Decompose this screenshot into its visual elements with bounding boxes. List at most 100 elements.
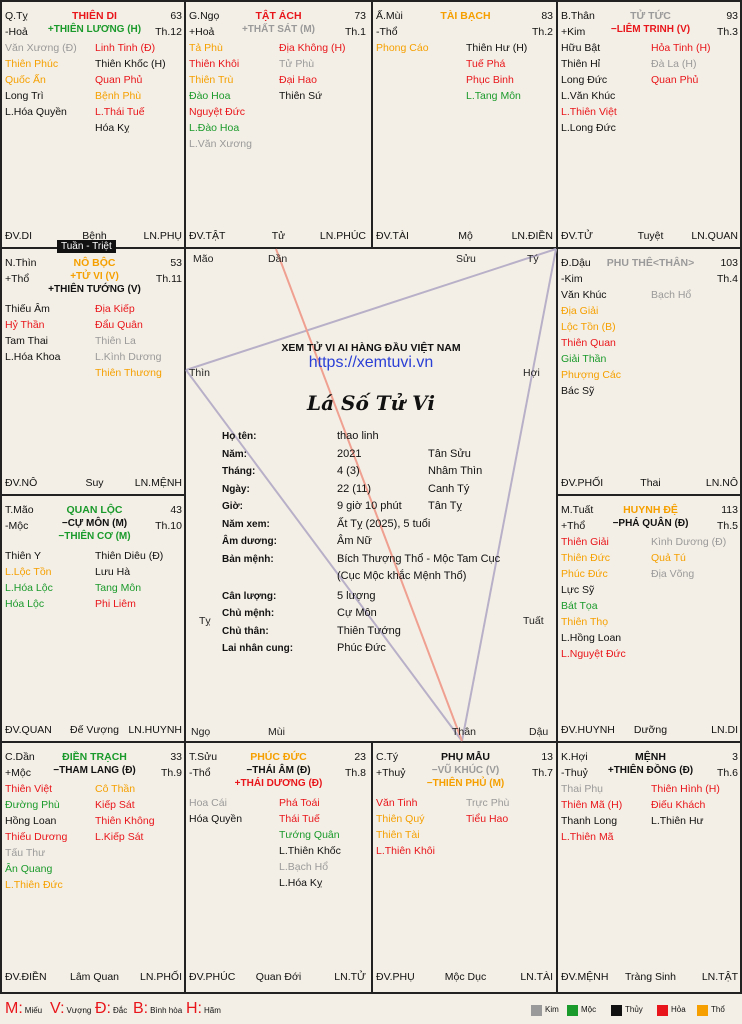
legend-abbrev-key: B: <box>133 1000 149 1017</box>
minor-stars-right: Địa Kiếp Đẩu Quân Thiên La L.Kình Dương Thiê… <box>95 301 162 381</box>
star: L.Hóa Lộc <box>5 582 53 594</box>
star: Bát Tọa <box>561 600 598 612</box>
dai-van: ĐV.PHÚC <box>189 971 236 983</box>
palace-number: 113 <box>721 504 738 516</box>
truong-sinh: Tràng Sinh <box>625 971 676 983</box>
palace-th: Th.6 <box>716 767 738 779</box>
info-label: Chủ mệnh: <box>222 608 275 619</box>
palace-branch: N.Thìn <box>5 257 37 269</box>
main-star: −PHÁ QUÂN (Đ) <box>612 518 689 529</box>
line-thin-ty <box>185 248 557 371</box>
star: Lưu Hà <box>95 566 131 578</box>
minor-stars-right: Trực Phù Tiểu Hao <box>466 795 509 827</box>
star: Quan Phủ <box>95 74 143 86</box>
palace-th: Th.2 <box>531 26 553 38</box>
palace-footer: ĐV.QUAN Đế Vượng LN.HUYNH <box>5 722 184 736</box>
info-value: (Cục Mộc khắc Mệnh Thổ) <box>337 569 467 582</box>
palace-footer: ĐV.HUYNH Dưỡng LN.DI <box>561 722 740 736</box>
palace-th: Th.8 <box>344 767 366 779</box>
star: Thiên La <box>95 335 136 347</box>
minor-stars-right: Thiên Hư (H) Tuế Phá Phục Binh L.Tang Môn <box>466 40 527 104</box>
minor-stars-left: Thiên Y L.Lộc Tồn L.Hóa Lộc Hóa Lộc <box>5 548 53 612</box>
star: Thiên Thọ <box>561 616 609 628</box>
palace-name: MỆNH <box>635 751 666 763</box>
star: Hóa Kỵ <box>95 122 130 134</box>
branch-label-thin: Thìn <box>189 367 211 379</box>
info-label: Tháng: <box>222 466 256 477</box>
star: Văn Tinh <box>376 797 418 809</box>
legend-element-item: Thổ <box>697 1004 725 1016</box>
palace-cell: K.Hợi -Thuỷ MỆNH 3 Th.6 +THIÊN ĐỒNG (Đ) Thai P… <box>558 743 742 989</box>
star: Đường Phù <box>5 799 60 811</box>
star: L.Kiếp Sát <box>95 831 144 843</box>
luu-nien: LN.TÀI <box>520 971 553 983</box>
star: Phục Binh <box>466 74 514 86</box>
dai-van: ĐV.DI <box>5 230 33 242</box>
star: Linh Tinh (Đ) <box>95 42 156 54</box>
dai-van: ĐV.NÔ <box>5 477 38 489</box>
star: Ân Quang <box>5 863 53 875</box>
main-star: −CỰ MÔN (M) <box>61 518 128 529</box>
main-star: +THIÊN TƯỚNG (V) <box>48 284 141 295</box>
star: Thiên Đức <box>561 552 611 564</box>
palace-cell: Đ.Dậu -Kim PHU THÊ<THÂN> 103 Th.4 Văn Khúc Địa… <box>558 249 742 495</box>
truong-sinh: Tuyệt <box>637 230 664 242</box>
info-extra: Tân Sửu <box>428 447 471 460</box>
info-value: thao linh <box>337 430 379 442</box>
palace-th: Th.3 <box>716 26 738 38</box>
palace-footer: ĐV.DI Bệnh LN.PHỤ <box>5 228 184 242</box>
palace-number: 73 <box>354 10 366 22</box>
legend-abbrev-value: Miếu <box>24 1006 43 1015</box>
site-url[interactable]: https://xemtuvi.vn <box>308 354 434 371</box>
info-extra: Canh Tý <box>428 482 470 495</box>
palace-cell: T.Mão -Mộc QUAN LỘC 43 Th.10 −CỰ MÔN (M) −THIÊ… <box>2 496 187 742</box>
info-label: Họ tên: <box>222 431 257 442</box>
star: L.Thiên Khốc <box>279 845 341 857</box>
minor-stars-left: Thiếu Âm Hỷ Thần Tam Thai L.Hóa Khoa <box>5 301 60 365</box>
star: Thiên Khôi <box>189 58 240 70</box>
star: Phong Cáo <box>376 42 429 54</box>
luu-nien: LN.TỬ <box>334 971 366 983</box>
palace-cell: Ấ.Mùi -Thổ TÀI BẠCH 83 Th.2 Phong Cáo Thiên Hư… <box>373 2 558 248</box>
palace-cell: G.Ngọ +Hoả TẬT ÁCH 73 Th.1 +THẤT SÁT (M) Tả Ph… <box>186 2 371 248</box>
branch-label-suu: Sửu <box>456 253 476 265</box>
line-dan-than <box>275 248 463 742</box>
branch-label-mui: Mùi <box>268 726 285 738</box>
grid-line-v2-top <box>371 0 373 248</box>
palace-footer: ĐV.TỬ Tuyệt LN.QUAN <box>561 228 740 242</box>
palace-branch: B.Thân <box>561 10 595 22</box>
palace-footer: ĐV.NÔ Suy LN.MỆNH <box>5 475 184 489</box>
star: Địa Không (H) <box>279 42 346 54</box>
luu-nien: LN.PHỐI <box>139 971 182 983</box>
star: L.Đào Hoa <box>189 122 240 134</box>
legend-abbrev-item: B: Bình hòa <box>133 1000 182 1020</box>
info-label: Ngày: <box>222 483 250 495</box>
star: L.Thiên Đức <box>5 879 63 891</box>
info-label: Chủ thân: <box>222 625 269 637</box>
star: Thiên Phúc <box>5 58 59 70</box>
info-label: Bản mệnh: <box>222 553 274 565</box>
star: Đại Hao <box>279 74 317 86</box>
tu-vi-chart: XEM TỬ VI AI HÀNG ĐẦU VIỆT NAM https://x… <box>0 0 742 994</box>
minor-stars-left: Văn Khúc Địa Giải Lộc Tồn (B) Thiên Quan Giả… <box>561 287 621 399</box>
star: Kiếp Sát <box>95 799 135 811</box>
star: Phá Toái <box>279 797 320 809</box>
star: Văn Khúc <box>561 289 607 301</box>
minor-stars-right: Linh Tinh (Đ) Thiên Khốc (H) Quan Phủ Bệnh … <box>95 40 166 136</box>
palace-cell: Q.Tỵ -Hoả THIÊN DI 63 Th.12 +THIÊN LƯƠNG (H) V… <box>2 2 187 248</box>
minor-stars-right: Kình Dương (Đ) Quả Tú Địa Võng <box>651 534 726 582</box>
palace-th: Th.5 <box>716 520 738 532</box>
chart-heading: Lá Số Tử Vi <box>307 391 435 415</box>
minor-stars-right: Cô Thần Kiếp Sát Thiên Không L.Kiếp Sát <box>95 781 155 845</box>
palace-branch: T.Mão <box>5 504 34 516</box>
star: Thiên Khốc (H) <box>95 58 166 70</box>
palace-element: -Kim <box>561 273 583 285</box>
star: Tam Thai <box>5 335 48 347</box>
legend-abbrev-item: V: Vượng <box>50 1000 91 1020</box>
main-star: +THIÊN ĐỒNG (Đ) <box>607 765 694 776</box>
palace-th: Th.11 <box>155 273 182 285</box>
star: Văn Xương (Đ) <box>5 42 77 54</box>
palace-cell: T.Sửu -Thổ PHÚC ĐỨC 23 Th.8 −THÁI ÂM (Đ) +THÁI… <box>186 743 371 989</box>
grid-border-right <box>740 0 742 994</box>
minor-stars-left: Văn Xương (Đ) Thiên Phúc Quốc Ấn Long Trì L.… <box>5 40 77 120</box>
